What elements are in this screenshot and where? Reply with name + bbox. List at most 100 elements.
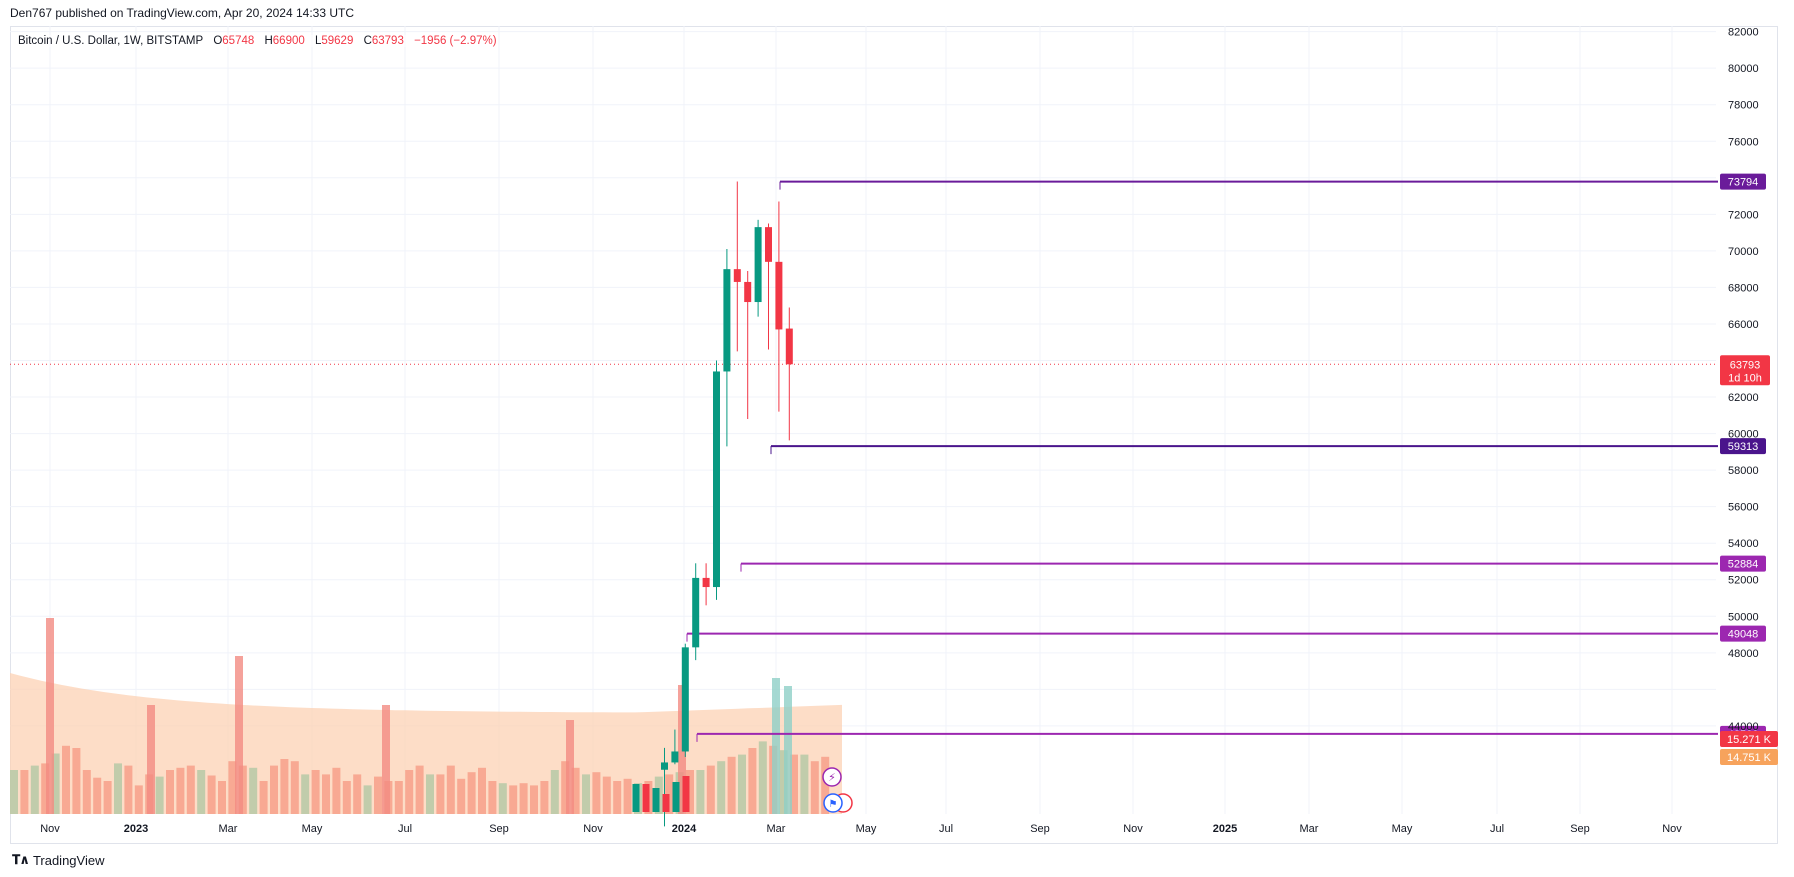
- candle-body: [702, 577, 710, 588]
- volume-tag-label: 15.271 K: [1727, 734, 1772, 746]
- time-tick-label: Sep: [1570, 823, 1590, 835]
- time-tick-label: Nov: [1662, 823, 1682, 835]
- price-tick-label: 56000: [1728, 502, 1759, 514]
- price-tick-label: 48000: [1728, 648, 1759, 660]
- volume-bar: [103, 781, 112, 814]
- volume-bar: [301, 774, 310, 814]
- ohlc-high-value: 66900: [272, 35, 305, 47]
- volume-bar: [498, 783, 507, 814]
- volume-bar: [353, 774, 362, 814]
- volume-bar: [46, 618, 54, 814]
- candle-body: [652, 788, 660, 812]
- volume-bar: [810, 761, 819, 814]
- volume-bar: [800, 754, 809, 814]
- time-tick-label: Jul: [398, 823, 412, 835]
- candle-2024-03-11[interactable]: [733, 181, 741, 352]
- price-tick-label: 50000: [1728, 611, 1759, 623]
- time-axis[interactable]: Nov 2023 Mar May Jul Sep Nov 2024 Mar May Jul Sep No…: [40, 823, 1682, 835]
- volume-value-tag[interactable]: 14.751 K: [1720, 749, 1778, 765]
- candle-early[interactable]: [652, 788, 660, 812]
- candle-body: [672, 782, 680, 812]
- volume-bar: [72, 748, 81, 814]
- level-line-59313[interactable]: 59313: [770, 438, 1766, 455]
- level-tag-label: 49048: [1728, 629, 1759, 641]
- candle-body: [785, 328, 793, 365]
- volume-bar: [394, 781, 403, 814]
- candle-2024-04-15[interactable]: [785, 307, 793, 441]
- candle-body: [662, 794, 670, 812]
- level-tag-label: 73794: [1728, 177, 1759, 189]
- event-markers[interactable]: ⚡⚑: [822, 767, 853, 813]
- candle-2024-02-26[interactable]: [713, 360, 720, 600]
- candle-body: [713, 371, 720, 588]
- tradingview-logo[interactable]: 𝐓∧ TradingView: [12, 852, 104, 868]
- candles[interactable]: [632, 181, 793, 827]
- price-tick-label: 68000: [1728, 282, 1759, 294]
- volume-bar: [93, 777, 102, 814]
- ohlc-change-value: −1956 (−2.97%): [414, 35, 497, 47]
- level-line-52884[interactable]: 52884: [740, 555, 1766, 572]
- price-tick-label: 66000: [1728, 319, 1759, 331]
- candle-early[interactable]: [662, 794, 670, 812]
- symbol-name: Bitcoin / U.S. Dollar, 1W, BITSTAMP: [18, 35, 204, 47]
- chart-frame[interactable]: [10, 26, 1778, 844]
- candle-body: [682, 776, 690, 812]
- volume-value-tag[interactable]: 15.271 K: [1720, 731, 1778, 747]
- candle-body: [754, 227, 762, 303]
- candle-2024-03-18[interactable]: [744, 270, 752, 419]
- volume-bar: [540, 781, 549, 814]
- time-tick-label: Mar: [767, 823, 786, 835]
- flag-event-ring: [823, 793, 843, 813]
- price-tick-label: 72000: [1728, 209, 1759, 221]
- price-axis[interactable]: 84000 82000 80000 78000 76000 72000 70000 68000…: [1720, 0, 1778, 765]
- flag-glyph: ⚑: [829, 799, 838, 810]
- candle-2024-01-22[interactable]: [661, 747, 668, 827]
- level-line-49048[interactable]: 49048: [686, 625, 1766, 642]
- volume-ma-area: [10, 673, 842, 814]
- time-tick-label: Sep: [489, 823, 509, 835]
- volume-bar: [218, 781, 226, 814]
- candle-early[interactable]: [632, 784, 640, 812]
- volume-bar: [228, 761, 237, 814]
- time-tick-label: Jul: [939, 823, 953, 835]
- candle-body: [642, 784, 650, 812]
- candle-early[interactable]: [682, 776, 690, 812]
- candle-2024-02-05[interactable]: [681, 643, 689, 757]
- volume-bar: [738, 754, 746, 814]
- volume-bar: [550, 770, 559, 814]
- candle-2024-02-12[interactable]: [692, 563, 700, 661]
- price-tick-label: 54000: [1728, 538, 1759, 550]
- volume-bar: [134, 785, 143, 814]
- candle-2024-02-19[interactable]: [702, 563, 710, 606]
- volume-bar: [51, 753, 60, 814]
- symbol-legend[interactable]: Bitcoin / U.S. Dollar, 1W, BITSTAMP O657…: [18, 35, 497, 47]
- volume-bar: [582, 774, 590, 814]
- ohlc-low-label: L: [314, 35, 322, 47]
- candle-2024-04-01[interactable]: [765, 223, 772, 350]
- level-tag: [1720, 625, 1766, 642]
- volume-tag-label: 14.751 K: [1727, 752, 1772, 764]
- level-line-43566[interactable]: 43566: [696, 725, 1766, 742]
- level-line-73794[interactable]: 73794: [779, 173, 1766, 190]
- candle-early[interactable]: [642, 784, 650, 812]
- candle-2024-03-04[interactable]: [723, 249, 731, 447]
- volume-bar: [436, 774, 445, 814]
- volume-bar: [155, 776, 164, 814]
- volume-bar: [779, 750, 788, 814]
- volume-bar: [467, 772, 476, 814]
- candle-2024-04-08[interactable]: [775, 201, 783, 412]
- lightning-event-icon[interactable]: ⚡: [822, 767, 842, 787]
- time-tick-label: Mar: [219, 823, 238, 835]
- us-flag-event-icon[interactable]: ⚑: [823, 793, 853, 813]
- candle-early[interactable]: [672, 782, 680, 812]
- time-tick-label: Sep: [1030, 823, 1050, 835]
- price-tick-label: 62000: [1728, 392, 1759, 404]
- candle-2024-03-25[interactable]: [754, 219, 762, 317]
- price-tick-label: 44000: [1728, 721, 1759, 733]
- volume-bar: [571, 767, 580, 814]
- grid-layer: [10, 26, 1716, 814]
- candle-2024-01-29[interactable]: [671, 729, 679, 765]
